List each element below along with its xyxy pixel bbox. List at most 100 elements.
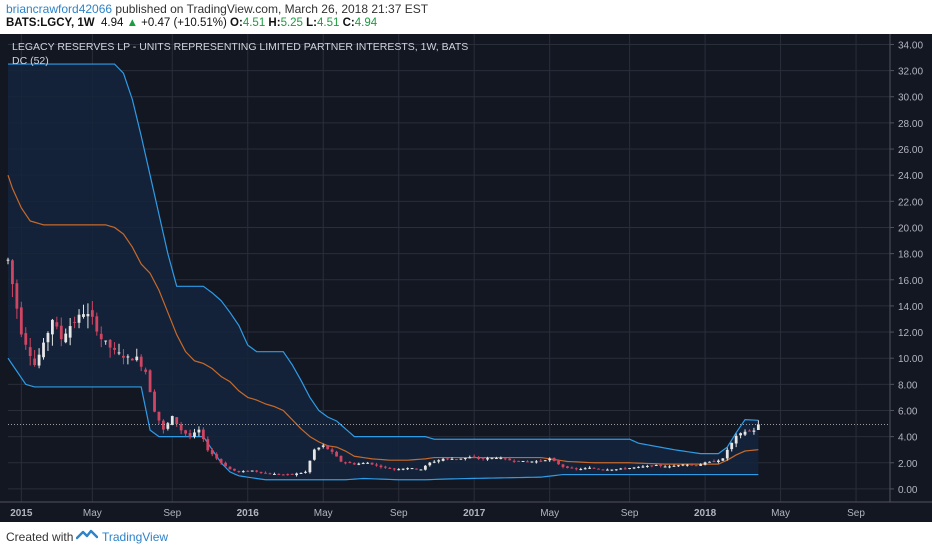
candle-body <box>455 459 458 461</box>
candle-body <box>703 462 707 465</box>
candle-body <box>614 469 618 471</box>
candle-body <box>352 463 356 465</box>
candle-body <box>344 462 347 464</box>
candle-body <box>632 467 636 469</box>
y-tick-label: 20.00 <box>898 223 923 234</box>
candle-body <box>210 450 214 455</box>
tradingview-logo-icon <box>76 529 98 540</box>
candle-body <box>552 457 556 462</box>
candle-body <box>446 458 449 460</box>
candle-body <box>188 433 192 437</box>
x-tick-label: 2016 <box>237 508 260 519</box>
candle-body <box>135 356 139 361</box>
change-arrow-icon: ▲ <box>126 17 138 29</box>
candle-body <box>201 429 205 440</box>
candle-body <box>246 470 250 472</box>
x-axis[interactable]: 2015 May Sep 2016 May Sep 2017 May Sep 2018 May Sep <box>0 501 932 519</box>
candle-body <box>122 355 125 358</box>
candle-body <box>468 457 472 459</box>
candle-body <box>463 457 467 459</box>
candle-body <box>534 461 538 463</box>
open-label: O: <box>230 17 243 29</box>
candle-body <box>730 442 734 450</box>
candle-body <box>677 465 680 467</box>
price-chart[interactable]: 4.94 34.0032.0030.0028.0026.0024.0022.00… <box>0 34 932 522</box>
candle-body <box>495 458 498 460</box>
y-tick-label: 2.00 <box>898 459 918 470</box>
candle-body <box>6 259 10 261</box>
candle-body <box>637 466 640 468</box>
candle-body <box>557 460 560 465</box>
candle-body <box>606 469 609 471</box>
candle-body <box>219 459 223 463</box>
tradingview-brand-link[interactable]: TradingView <box>102 530 169 544</box>
low-value: 4.51 <box>317 17 340 29</box>
candle-body <box>295 473 298 476</box>
candle-body <box>539 460 543 462</box>
candle-body <box>597 468 600 470</box>
candle-body <box>170 416 174 425</box>
candle-body <box>259 471 263 473</box>
chart-area[interactable]: 4.94 34.0032.0030.0028.0026.0024.0022.00… <box>0 34 932 522</box>
candle-body <box>166 423 170 429</box>
candle-body <box>11 260 14 285</box>
candle-body <box>450 458 454 460</box>
candle-body <box>508 458 512 461</box>
candle-body <box>366 462 370 464</box>
low-label: L: <box>306 17 318 29</box>
candle-body <box>104 340 108 342</box>
candle-body <box>432 461 436 463</box>
candle-body <box>459 458 463 460</box>
candle-body <box>224 462 227 467</box>
candle-body <box>68 326 72 338</box>
candle-body <box>681 464 685 466</box>
candle-body <box>339 455 343 462</box>
candle-body <box>623 468 627 470</box>
candle-body <box>721 458 725 461</box>
y-tick-label: 12.00 <box>898 328 923 339</box>
y-tick-label: 26.00 <box>898 145 923 156</box>
x-tick-label: Sep <box>621 508 639 519</box>
candle-body <box>566 466 569 468</box>
candle-body <box>59 325 63 340</box>
candle-body <box>748 430 751 432</box>
candle-body <box>15 283 19 309</box>
candle-body <box>86 314 90 317</box>
candle-body <box>361 463 365 465</box>
candle-body <box>397 469 401 471</box>
high-value: 5.25 <box>280 17 303 29</box>
y-tick-label: 34.00 <box>898 40 923 51</box>
candle-body <box>308 460 312 473</box>
candle-body <box>645 465 649 467</box>
author-link[interactable]: briancrawford42066 <box>6 2 113 16</box>
candle-body <box>752 430 756 432</box>
candle-body <box>472 456 476 458</box>
candle-body <box>610 469 614 471</box>
candle-body <box>348 462 352 464</box>
candle-body <box>392 468 396 470</box>
candle-body <box>250 470 254 472</box>
candle-body <box>241 471 245 473</box>
candle-body <box>490 457 494 459</box>
candle-body <box>24 333 28 345</box>
candle-body <box>592 467 596 469</box>
chart-header: briancrawford42066 published on TradingV… <box>0 0 932 34</box>
y-tick-label: 10.00 <box>898 354 923 365</box>
price-change: +0.47 (+10.51%) <box>141 17 227 29</box>
candle-body <box>441 458 445 461</box>
candle-body <box>290 473 294 475</box>
candle-body <box>659 464 663 467</box>
y-tick-label: 32.00 <box>898 67 923 78</box>
y-axis[interactable]: 34.00 32.00 30.00 28.00 26.00 24.00 22.00 20.00… <box>889 34 932 522</box>
candle-body <box>206 439 210 451</box>
candle-body <box>73 321 76 323</box>
candle-body <box>503 458 507 460</box>
candle-body <box>428 462 432 466</box>
candle-body <box>526 461 529 463</box>
candle-body <box>215 454 219 459</box>
y-tick-label: 0.00 <box>898 485 918 496</box>
candle-body <box>650 465 654 467</box>
candle-body <box>184 430 187 434</box>
candle-body <box>299 472 303 474</box>
candle-body <box>153 391 156 412</box>
